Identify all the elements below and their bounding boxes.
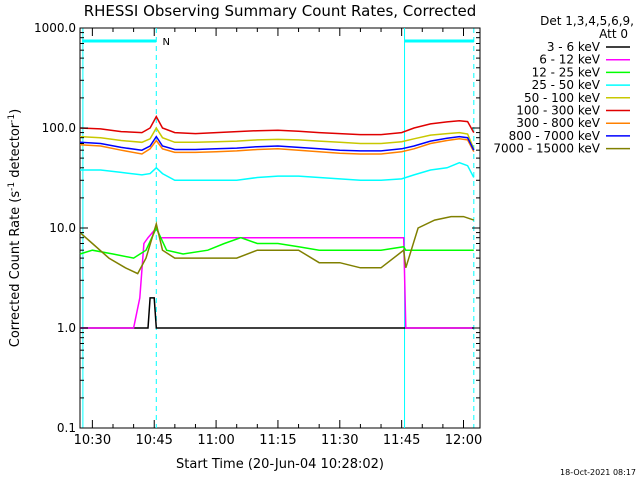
legend-entry-label: 50 - 100 keV <box>524 91 601 105</box>
y-axis-label-end: ) <box>8 109 23 114</box>
y-axis-label-main: Corrected Count Rate (s <box>8 191 23 348</box>
y-axis-label-sup-1: -1 <box>7 182 17 191</box>
x-tick-label: 11:00 <box>197 433 234 448</box>
y-tick-label: 100.0 <box>42 121 76 135</box>
legend-entry-label: 12 - 25 keV <box>532 65 601 79</box>
chart-title: RHESSI Observing Summary Count Rates, Co… <box>84 2 477 20</box>
series-line-800-7000-kev <box>79 135 475 152</box>
legend-entry-label: 3 - 6 keV <box>547 40 601 54</box>
marker-layer: N <box>82 28 475 428</box>
x-tick-label: 10:30 <box>74 433 111 448</box>
x-tick-label: 12:00 <box>445 433 482 448</box>
series-line-12-25-kev <box>79 226 474 259</box>
legend-entry-label: 6 - 12 keV <box>539 53 601 67</box>
x-tick-label: 11:45 <box>383 433 420 448</box>
series-line-100-300-kev <box>79 115 475 136</box>
legend-header-attenuator: Att 0 <box>599 27 628 41</box>
series-line-3-6-kev <box>80 297 474 329</box>
y-tick-label: 10.0 <box>49 221 76 235</box>
series-line-7000-15000-kev <box>79 215 475 275</box>
legend-entry-label: 7000 - 15000 keV <box>493 142 600 156</box>
x-axis-ticks: 10:30 10:45 11:00 11:15 11:30 11:45 12:00 <box>74 28 482 448</box>
legend-entry-label: 25 - 50 keV <box>532 78 601 92</box>
series-line-25-50-kev <box>80 161 475 182</box>
y-axis-ticks: 1000.0 100.0 10.0 1.0 0.1 <box>34 21 480 435</box>
y-tick-label: 1000.0 <box>34 21 76 35</box>
y-axis-label-sup-2: -1 <box>7 114 17 123</box>
night-marker-label: N <box>163 37 170 48</box>
legend-entry-label: 800 - 7000 keV <box>509 129 601 143</box>
y-tick-label: 1.0 <box>57 321 76 335</box>
legend-entry-label: 100 - 300 keV <box>516 104 600 118</box>
series-layer <box>79 115 475 329</box>
y-axis-label: Corrected Count Rate (s-1 detector-1) <box>7 109 23 347</box>
series-line-6-12-kev <box>80 226 474 329</box>
legend-entry-label: 300 - 800 keV <box>516 116 600 130</box>
y-axis-label-mid: detector <box>8 122 23 182</box>
series-line-50-100-kev <box>79 126 475 150</box>
y-tick-label: 0.1 <box>57 421 76 435</box>
x-axis-label: Start Time (20-Jun-04 10:28:02) <box>176 457 384 472</box>
footer-date: 18-Oct-2021 08:17 <box>560 468 636 477</box>
plot-frame <box>79 27 481 429</box>
x-tick-label: 11:15 <box>259 433 296 448</box>
series-line-300-800-kev <box>79 138 475 155</box>
legend-header-detectors: Det 1,3,4,5,6,9, <box>540 14 634 28</box>
x-tick-label: 10:45 <box>135 433 172 448</box>
x-tick-label: 11:30 <box>321 433 358 448</box>
